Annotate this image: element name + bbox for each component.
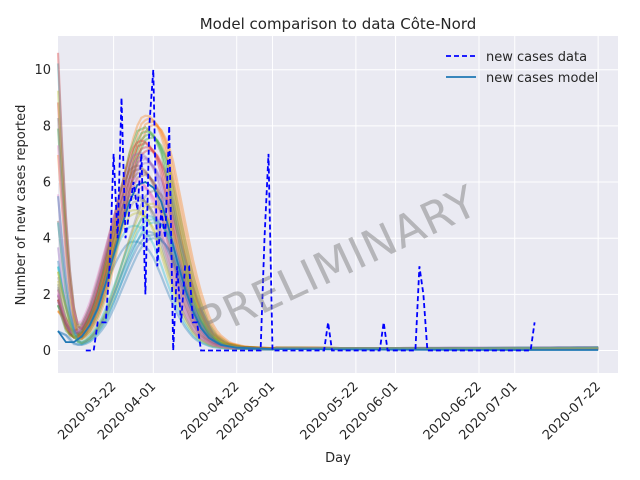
series-line-data bbox=[85, 69, 536, 352]
legend: new cases data new cases model bbox=[446, 50, 598, 86]
y-tick-labels: 0 2 4 6 8 10 bbox=[34, 63, 51, 359]
ensemble-curve bbox=[57, 136, 599, 350]
x-axis-title: Day bbox=[325, 451, 351, 466]
legend-label-model: new cases model bbox=[486, 71, 598, 86]
y-tick-label: 0 bbox=[43, 344, 51, 359]
ensemble-curve bbox=[57, 123, 599, 350]
series-lines bbox=[57, 69, 599, 352]
y-tick-label: 10 bbox=[34, 63, 51, 78]
ensemble-curve bbox=[56, 130, 599, 350]
ensemble-curve bbox=[56, 128, 599, 350]
series-line-model bbox=[57, 180, 599, 351]
ensemble-curve bbox=[56, 161, 599, 351]
x-tick-label: 2020-07-22 bbox=[540, 379, 604, 443]
ensemble-curve bbox=[56, 116, 599, 350]
y-axis-title: Number of new cases reported bbox=[14, 105, 29, 306]
chart-title: Model comparison to data Côte-Nord bbox=[200, 15, 477, 33]
plot-area bbox=[58, 36, 618, 373]
y-tick-label: 2 bbox=[43, 288, 51, 303]
ensemble-curve bbox=[57, 114, 599, 350]
ensemble-curve bbox=[57, 120, 599, 350]
y-tick-label: 6 bbox=[43, 176, 51, 191]
y-tick-label: 4 bbox=[43, 232, 51, 247]
ensemble-curve bbox=[56, 202, 599, 351]
y-tick-label: 8 bbox=[43, 119, 51, 134]
ensemble-curve bbox=[56, 146, 599, 350]
legend-label-data: new cases data bbox=[486, 50, 587, 65]
ensemble-curve bbox=[56, 125, 599, 350]
